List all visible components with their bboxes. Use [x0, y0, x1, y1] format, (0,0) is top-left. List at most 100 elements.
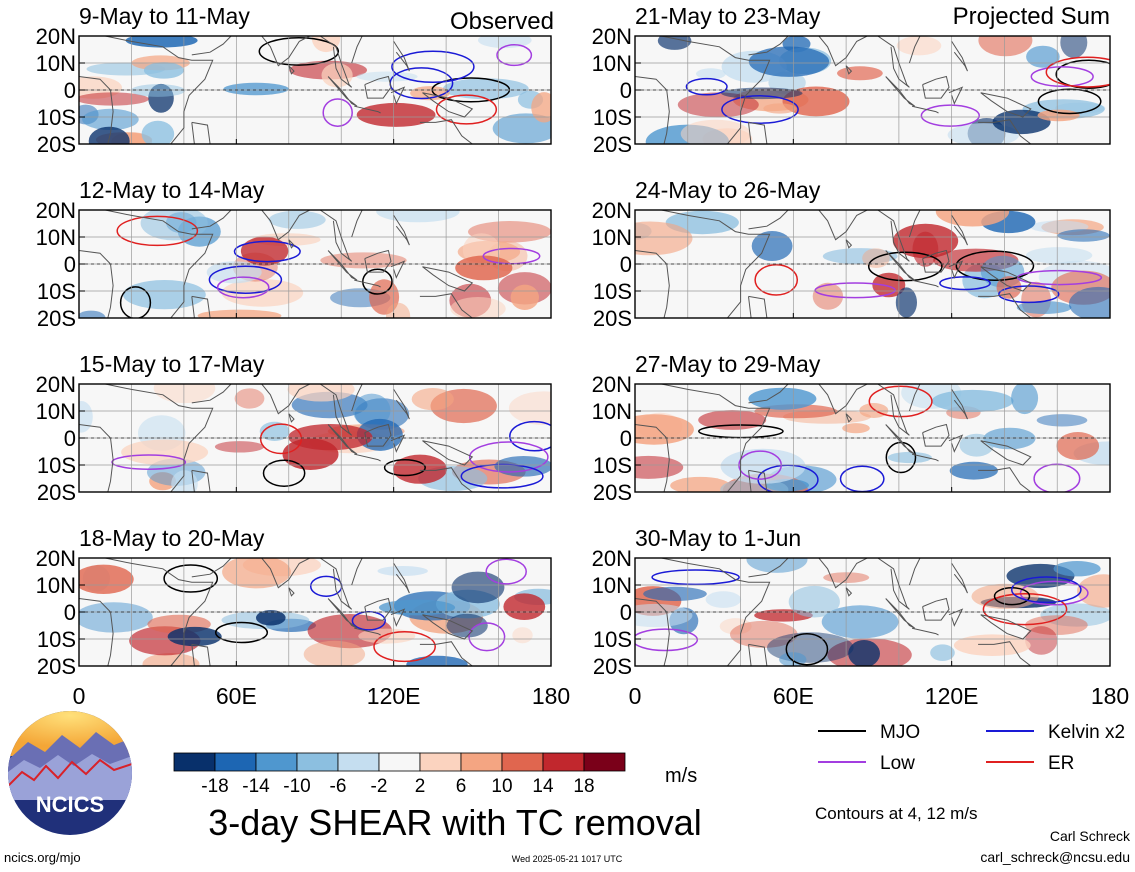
footer-url: ncics.org/mjo — [4, 850, 81, 865]
coastline — [922, 423, 950, 447]
panel — [78, 557, 552, 667]
footer-author: Carl Schreck — [1050, 828, 1131, 844]
y-tick-label: 20S — [37, 480, 76, 505]
coastline — [364, 423, 392, 447]
coastline — [390, 608, 406, 627]
y-tick-label: 20N — [592, 546, 632, 571]
shear-cell — [386, 302, 411, 318]
legend: MJO Kelvin x2 Low ER — [818, 722, 1125, 774]
shear-cell — [240, 236, 289, 266]
coastline — [288, 587, 295, 597]
y-tick-label: 20S — [593, 480, 632, 505]
y-tick-label: 20S — [37, 306, 76, 331]
y-tick-label: 20S — [593, 132, 632, 157]
wave-contour — [322, 98, 353, 127]
coastline — [748, 558, 789, 578]
coastline — [319, 36, 353, 88]
wave-contour — [116, 215, 199, 247]
wave-contour — [939, 276, 991, 291]
colorbar: -18 -14 -10 -6 -2 2 6 10 14 18 — [173, 752, 626, 797]
wave-contour — [485, 558, 527, 585]
coastline — [885, 76, 916, 107]
wave-contour — [955, 250, 1035, 282]
shear-cell — [821, 605, 899, 639]
coastline — [319, 384, 353, 436]
shear-cell — [892, 223, 959, 259]
shear-cell — [79, 564, 134, 594]
legend-entry-mjo: MJO — [818, 722, 920, 743]
legend-label-kelvin: Kelvin x2 — [1048, 722, 1125, 743]
shear-cell — [512, 627, 533, 644]
colorbar-label: 14 — [532, 776, 554, 797]
wave-contour — [258, 36, 340, 66]
ncics-logo: NCICS — [8, 711, 132, 835]
wave-contour — [468, 441, 549, 473]
coastline — [980, 266, 1032, 292]
shear-cell — [352, 393, 391, 428]
shear-cell — [635, 221, 693, 256]
wave-contour — [460, 463, 544, 489]
legend-entry-kelvin: Kelvin x2 — [986, 722, 1125, 743]
panel — [78, 209, 552, 319]
coastline — [908, 558, 921, 586]
coastline — [980, 92, 1032, 118]
shear-cell — [935, 210, 1010, 227]
shear-cell — [451, 571, 505, 604]
shear-cell — [635, 603, 693, 628]
y-tick-label: 10N — [36, 225, 76, 250]
shear-cell — [1060, 36, 1088, 58]
y-tick-label: 20S — [37, 654, 76, 679]
wave-contour — [119, 286, 152, 318]
units-label: m/s — [665, 765, 697, 787]
shear-cell — [222, 558, 291, 589]
shear-cell — [779, 652, 807, 666]
coastline — [393, 41, 410, 72]
shear-cell — [197, 309, 282, 318]
coastline — [393, 389, 410, 420]
shear-cell — [763, 103, 797, 114]
colorbar-label: 10 — [491, 776, 512, 797]
wave-contour — [259, 423, 303, 455]
shear-cell — [978, 36, 1033, 57]
colorbar-box — [337, 752, 380, 772]
coastline — [748, 643, 768, 666]
shear-cell — [455, 255, 513, 281]
coastline — [419, 467, 473, 492]
coastline — [390, 434, 406, 453]
shear-cell — [510, 284, 539, 310]
coastline — [748, 469, 768, 492]
wave-contour — [920, 104, 980, 127]
coastline — [811, 558, 868, 589]
coastline — [390, 86, 406, 105]
y-tick-label: 10N — [36, 573, 76, 598]
shear-cell — [643, 586, 707, 601]
shear-cell — [1025, 247, 1093, 264]
coastline — [911, 279, 939, 288]
coastline — [811, 384, 868, 415]
panel — [634, 383, 1111, 493]
coastline — [922, 75, 950, 99]
legend-entry-low: Low — [818, 753, 915, 774]
y-tick-label: 10S — [37, 627, 76, 652]
shear-cell — [1011, 384, 1039, 415]
shear-cell — [953, 634, 1031, 656]
y-tick-label: 10S — [593, 627, 632, 652]
coastline — [79, 210, 214, 318]
wave-contour — [1045, 56, 1110, 88]
coastline — [327, 598, 358, 629]
shear-cell — [822, 248, 898, 265]
shear-cell — [1068, 286, 1110, 318]
panel-title: 30-May to 1-Jun — [635, 525, 801, 551]
coastline — [978, 467, 1032, 492]
shear-cell — [842, 423, 870, 434]
wave-contour — [785, 632, 829, 666]
shear-cell — [450, 297, 506, 318]
y-tick-label: 0 — [620, 426, 632, 451]
coastline — [79, 558, 214, 666]
coastline — [978, 119, 1032, 144]
legend-label-er: ER — [1048, 753, 1074, 774]
wave-contour — [685, 77, 728, 96]
y-tick-label: 10N — [592, 573, 632, 598]
shear-cell — [1036, 414, 1088, 427]
wave-contour — [111, 454, 187, 470]
